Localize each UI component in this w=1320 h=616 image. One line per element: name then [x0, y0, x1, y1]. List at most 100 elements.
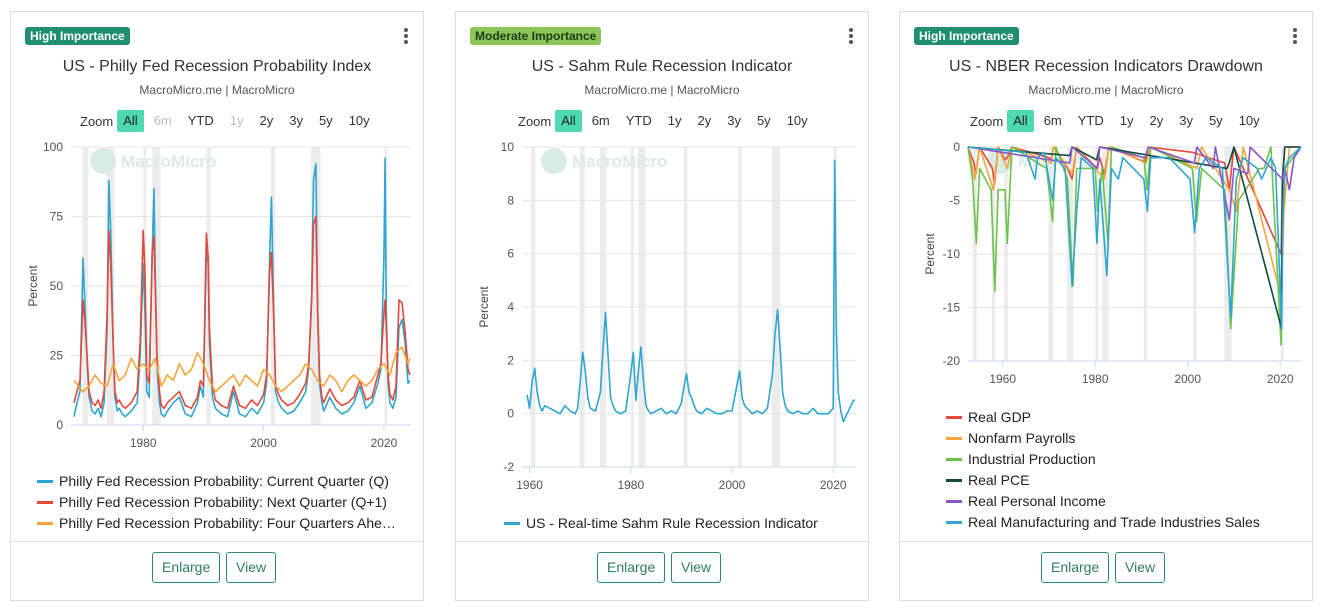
- x-tick-label: 2020: [1267, 372, 1294, 386]
- legend-label: Real PCE: [968, 472, 1030, 488]
- card-footer: Enlarge View: [456, 541, 868, 600]
- zoom-button-10y[interactable]: 10y: [1238, 113, 1260, 128]
- chart-plot[interactable]: -2 0 2 4 6 8 10 1960 1980 2000 2020 Percent MacroMic…: [456, 137, 870, 512]
- zoom-button-6m[interactable]: 6m: [591, 113, 610, 128]
- zoom-button-3y[interactable]: 3y: [289, 113, 303, 128]
- legend-label: Philly Fed Recession Probability: Four Q…: [59, 515, 396, 531]
- zoom-button-6m[interactable]: 6m: [153, 113, 172, 128]
- y-tick-label: 6: [507, 247, 514, 261]
- series-line-3[interactable]: [967, 146, 1302, 346]
- legend-swatch: [946, 500, 962, 503]
- more-options-icon[interactable]: [1291, 27, 1299, 45]
- legend-label: US - Real-time Sahm Rule Recession Indic…: [526, 515, 818, 531]
- y-tick-label: -10: [943, 247, 961, 261]
- y-tick-label: 0: [953, 140, 960, 154]
- legend-label: Industrial Production: [968, 451, 1096, 467]
- zoom-button-2y[interactable]: 2y: [697, 113, 712, 128]
- series-line-3[interactable]: [73, 346, 411, 393]
- x-tick-label: 2020: [371, 436, 398, 450]
- zoom-label: Zoom: [970, 113, 1004, 129]
- series-line-1[interactable]: [526, 159, 855, 423]
- legend-item[interactable]: Real PCE: [946, 470, 1306, 491]
- zoom-button-10y[interactable]: 10y: [786, 113, 808, 128]
- legend-item[interactable]: Nonfarm Payrolls: [946, 428, 1306, 449]
- chart-plot[interactable]: 0 25 50 75 100 1980 2000 2020 Percent MacroMicro: [11, 137, 425, 477]
- zoom-button-6m[interactable]: 6m: [1043, 113, 1062, 128]
- legend-item[interactable]: US - Real-time Sahm Rule Recession Indic…: [504, 513, 844, 534]
- x-tick-label: 1980: [1082, 372, 1109, 386]
- watermark-text: MacroMicro: [121, 152, 216, 171]
- y-tick-label: 0: [56, 418, 63, 432]
- y-tick-label: 100: [43, 140, 63, 154]
- y-tick-label: 0: [507, 407, 514, 421]
- zoom-button-5y[interactable]: 5y: [756, 113, 771, 128]
- chart-title: US - NBER Recession Indicators Drawdown: [949, 58, 1263, 75]
- legend-item[interactable]: Philly Fed Recession Probability: Next Q…: [37, 492, 409, 513]
- zoom-button-5y[interactable]: 5y: [1208, 113, 1223, 128]
- zoom-button-5y[interactable]: 5y: [318, 113, 333, 128]
- chart-source: MacroMicro.me | MacroMicro: [139, 83, 295, 97]
- zoom-button-3y[interactable]: 3y: [1179, 113, 1193, 128]
- x-tick-label: 2000: [1174, 372, 1201, 386]
- legend-item[interactable]: Real Manufacturing and Trade Industries …: [946, 512, 1306, 533]
- chart-legend: Philly Fed Recession Probability: Curren…: [37, 471, 409, 534]
- zoom-button-ytd[interactable]: YTD: [187, 113, 214, 128]
- view-button[interactable]: View: [226, 552, 277, 583]
- legend-label: Real GDP: [968, 409, 1032, 425]
- legend-swatch: [946, 521, 962, 524]
- zoom-button-10y[interactable]: 10y: [348, 113, 370, 128]
- legend-swatch: [37, 480, 53, 483]
- zoom-button-ytd[interactable]: YTD: [1077, 113, 1104, 128]
- zoom-button-all[interactable]: All: [1007, 110, 1034, 132]
- zoom-button-3y[interactable]: 3y: [727, 113, 741, 128]
- x-tick-label: 1980: [617, 478, 644, 492]
- chart-legend: Real GDP Nonfarm Payrolls Industrial Produ…: [946, 407, 1306, 533]
- y-tick-label: 10: [501, 140, 515, 154]
- zoom-bar: Zoom All 6m YTD 1y 2y 3y 5y 10y: [80, 110, 380, 132]
- y-axis-label: Percent: [923, 233, 937, 275]
- series-line-1[interactable]: [73, 157, 411, 418]
- zoom-button-1y[interactable]: 1y: [229, 113, 244, 128]
- enlarge-button[interactable]: Enlarge: [1041, 552, 1110, 583]
- legend-swatch: [946, 479, 962, 482]
- series-line-2[interactable]: [967, 146, 1301, 298]
- x-tick-label: 2000: [719, 478, 746, 492]
- zoom-button-all[interactable]: All: [117, 110, 144, 132]
- legend-label: Philly Fed Recession Probability: Curren…: [59, 473, 389, 489]
- enlarge-button[interactable]: Enlarge: [152, 552, 221, 583]
- more-options-icon[interactable]: [847, 27, 855, 45]
- view-button[interactable]: View: [671, 552, 722, 583]
- legend-item[interactable]: Real GDP: [946, 407, 1306, 428]
- legend-label: Real Personal Income: [968, 493, 1106, 509]
- legend-item[interactable]: Industrial Production: [946, 449, 1306, 470]
- chart-card: High Importance US - NBER Recession Indi…: [899, 11, 1313, 601]
- legend-item[interactable]: Philly Fed Recession Probability: Curren…: [37, 471, 409, 492]
- zoom-button-2y[interactable]: 2y: [259, 113, 274, 128]
- card-footer: Enlarge View: [900, 541, 1312, 600]
- watermark-text: MacroMicro: [572, 152, 667, 171]
- y-tick-label: 25: [50, 349, 64, 363]
- zoom-button-ytd[interactable]: YTD: [625, 113, 652, 128]
- y-tick-label: -15: [943, 301, 961, 315]
- series-line-6[interactable]: [967, 146, 1302, 330]
- legend-label: Nonfarm Payrolls: [968, 430, 1076, 446]
- chart-title: US - Sahm Rule Recession Indicator: [531, 58, 793, 75]
- y-tick-label: 4: [507, 300, 514, 314]
- more-options-icon[interactable]: [402, 27, 410, 45]
- x-tick-label: 1980: [130, 436, 157, 450]
- legend-swatch: [37, 501, 53, 504]
- zoom-button-all[interactable]: All: [555, 110, 582, 132]
- enlarge-button[interactable]: Enlarge: [597, 552, 666, 583]
- y-tick-label: -20: [943, 354, 961, 368]
- zoom-button-2y[interactable]: 2y: [1149, 113, 1164, 128]
- view-button[interactable]: View: [1115, 552, 1166, 583]
- importance-badge: High Importance: [25, 27, 130, 45]
- chart-card: High Importance US - Philly Fed Recessio…: [10, 11, 424, 601]
- zoom-button-1y[interactable]: 1y: [1119, 113, 1134, 128]
- zoom-button-1y[interactable]: 1y: [667, 113, 682, 128]
- series-line-4[interactable]: [967, 146, 1301, 328]
- importance-badge: Moderate Importance: [470, 27, 602, 45]
- legend-item[interactable]: Real Personal Income: [946, 491, 1306, 512]
- legend-item[interactable]: Philly Fed Recession Probability: Four Q…: [37, 513, 409, 534]
